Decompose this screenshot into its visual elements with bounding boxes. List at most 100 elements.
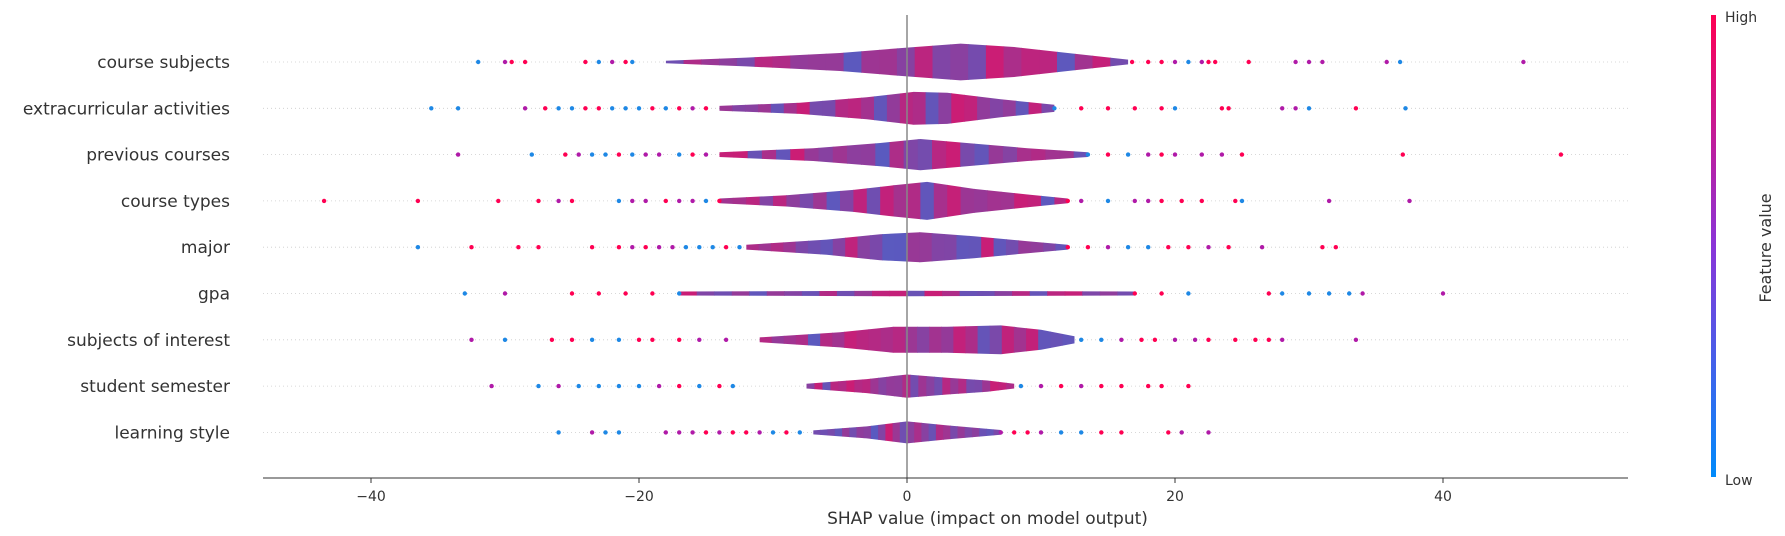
violin-segment bbox=[1014, 181, 1029, 220]
outlier-point bbox=[677, 337, 682, 342]
outlier-point bbox=[717, 383, 722, 389]
outlier-point bbox=[1333, 245, 1339, 250]
violin-segment bbox=[731, 290, 750, 297]
violin-segment bbox=[958, 374, 967, 398]
violin-segment bbox=[846, 374, 855, 398]
outlier-point bbox=[1206, 59, 1211, 65]
outlier-point bbox=[636, 337, 642, 342]
outlier-point bbox=[502, 291, 508, 296]
outlier-point bbox=[677, 430, 682, 435]
violin-segment bbox=[766, 290, 785, 297]
violin-segment bbox=[974, 374, 983, 398]
outlier-point bbox=[1139, 337, 1144, 342]
outlier-point bbox=[623, 291, 628, 296]
x-tick-label: −40 bbox=[356, 489, 386, 505]
outlier-point bbox=[730, 430, 735, 435]
outlier-point bbox=[677, 106, 682, 111]
violin-segment bbox=[889, 290, 908, 297]
violin-segment bbox=[974, 181, 988, 220]
outlier-point bbox=[1085, 245, 1091, 250]
outlier-point bbox=[1132, 291, 1138, 296]
x-tick-label: 0 bbox=[903, 489, 912, 505]
violin-segment bbox=[808, 232, 821, 263]
outlier-point bbox=[1558, 152, 1564, 157]
outlier-point bbox=[1226, 106, 1231, 111]
violin-segment bbox=[892, 325, 906, 355]
outlier-point bbox=[1397, 59, 1403, 65]
outlier-point bbox=[536, 198, 541, 204]
violin-segment bbox=[861, 43, 880, 81]
feature-label: extracurricular activities bbox=[23, 99, 230, 119]
violin-segment bbox=[1062, 325, 1075, 355]
outlier-point bbox=[556, 106, 561, 111]
outlier-point bbox=[1146, 59, 1151, 65]
violin-segment bbox=[832, 325, 845, 355]
outlier-point bbox=[690, 106, 695, 111]
outlier-point bbox=[1079, 106, 1084, 111]
violin-segment bbox=[919, 232, 933, 263]
outlier-point bbox=[1146, 152, 1151, 157]
outlier-point bbox=[703, 106, 709, 111]
outlier-point bbox=[1058, 430, 1064, 435]
violin-segment bbox=[701, 43, 720, 81]
violin-segment bbox=[783, 91, 798, 125]
colorbar-gradient bbox=[1711, 15, 1716, 477]
outlier-point bbox=[1159, 383, 1164, 389]
violin-segment bbox=[974, 139, 990, 171]
violin-segment bbox=[943, 421, 951, 444]
violin-segment bbox=[746, 181, 761, 220]
outlier-point bbox=[502, 337, 508, 342]
violin-segment bbox=[783, 232, 797, 263]
feature-label: gpa bbox=[198, 285, 230, 305]
violin-segment bbox=[1059, 139, 1075, 171]
violin-segment bbox=[758, 232, 772, 263]
outlier-point bbox=[1186, 383, 1191, 389]
outlier-point bbox=[1521, 59, 1526, 65]
outlier-point bbox=[1226, 245, 1231, 250]
outlier-point bbox=[757, 430, 762, 435]
outlier-point bbox=[1079, 430, 1084, 435]
outlier-point bbox=[1280, 337, 1285, 342]
outlier-point bbox=[1159, 59, 1164, 65]
violin-segment bbox=[840, 181, 854, 220]
violin-segment bbox=[870, 421, 879, 444]
violin-segment bbox=[754, 43, 774, 81]
outlier-point bbox=[650, 337, 655, 342]
feature-label: learning style bbox=[114, 423, 230, 443]
outlier-point bbox=[1199, 152, 1205, 157]
violin-segment bbox=[1028, 91, 1043, 125]
violin-segment bbox=[714, 290, 733, 297]
violin-segment bbox=[795, 232, 809, 263]
outlier-point bbox=[536, 245, 541, 250]
outlier-point bbox=[1233, 337, 1238, 342]
violin-segment bbox=[783, 325, 797, 355]
outlier-point bbox=[509, 59, 514, 65]
outlier-point bbox=[1172, 152, 1178, 157]
outlier-point bbox=[1293, 106, 1298, 111]
violin-segment bbox=[953, 325, 967, 355]
colorbar-low-label: Low bbox=[1725, 473, 1753, 489]
violin-segment bbox=[1110, 43, 1129, 81]
outlier-point bbox=[643, 245, 648, 250]
outlier-point bbox=[1132, 106, 1138, 111]
violin-segment bbox=[878, 374, 887, 398]
outlier-point bbox=[703, 430, 709, 435]
outlier-point bbox=[1213, 59, 1218, 65]
violin-segment bbox=[950, 43, 969, 81]
outlier-point bbox=[1065, 245, 1071, 250]
outlier-point bbox=[1105, 245, 1111, 250]
outlier-point bbox=[623, 59, 628, 65]
violin-segment bbox=[914, 43, 934, 81]
outlier-point bbox=[429, 106, 434, 111]
violin-segment bbox=[885, 421, 894, 444]
violin-segment bbox=[819, 290, 838, 297]
violin-segment bbox=[1038, 325, 1051, 355]
violin-segment bbox=[935, 421, 944, 444]
outlier-point bbox=[596, 59, 601, 65]
violin-segment bbox=[856, 421, 865, 444]
violin-segment bbox=[1015, 91, 1030, 125]
outlier-point bbox=[589, 245, 595, 250]
outlier-point bbox=[1012, 430, 1017, 435]
outlier-point bbox=[569, 337, 575, 342]
